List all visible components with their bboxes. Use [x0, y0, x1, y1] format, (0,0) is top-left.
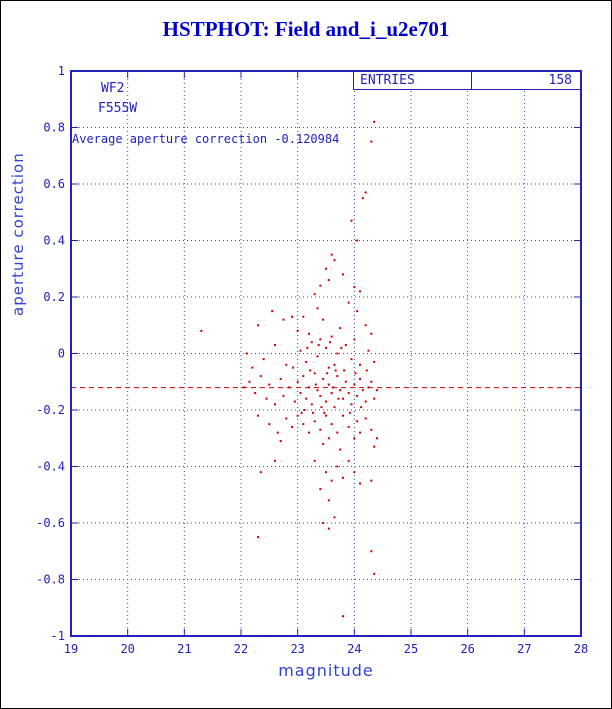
svg-text:0.4: 0.4 [43, 234, 65, 248]
entries-label: ENTRIES [360, 73, 415, 88]
filter-label: F555W [98, 101, 138, 116]
svg-text:0.6: 0.6 [43, 177, 65, 191]
svg-text:25: 25 [404, 642, 418, 656]
x-axis-label: magnitude [278, 661, 374, 680]
svg-text:28: 28 [574, 642, 588, 656]
svg-text:23: 23 [290, 642, 304, 656]
svg-text:26: 26 [460, 642, 474, 656]
svg-text:-0.8: -0.8 [36, 573, 65, 587]
svg-text:-0.6: -0.6 [36, 516, 65, 530]
svg-text:-1: -1 [51, 629, 65, 643]
average-annotation: Average aperture correction -0.120984 [72, 132, 340, 146]
svg-text:19: 19 [64, 642, 78, 656]
svg-text:0.8: 0.8 [43, 121, 65, 135]
svg-text:1: 1 [58, 64, 65, 78]
svg-text:27: 27 [517, 642, 531, 656]
svg-text:21: 21 [177, 642, 191, 656]
svg-text:22: 22 [234, 642, 248, 656]
svg-text:0.2: 0.2 [43, 290, 65, 304]
entries-value: 158 [471, 72, 580, 89]
camera-label: WF2 [101, 81, 125, 96]
svg-text:-0.4: -0.4 [36, 460, 65, 474]
stats-box: ENTRIES 158 [353, 71, 581, 90]
svg-text:0: 0 [58, 347, 65, 361]
y-axis-label: aperture correction [9, 152, 27, 316]
svg-text:24: 24 [347, 642, 361, 656]
svg-text:20: 20 [120, 642, 134, 656]
svg-text:-0.2: -0.2 [36, 403, 65, 417]
chart-title: HSTPHOT: Field and_i_u2e701 [162, 17, 450, 41]
